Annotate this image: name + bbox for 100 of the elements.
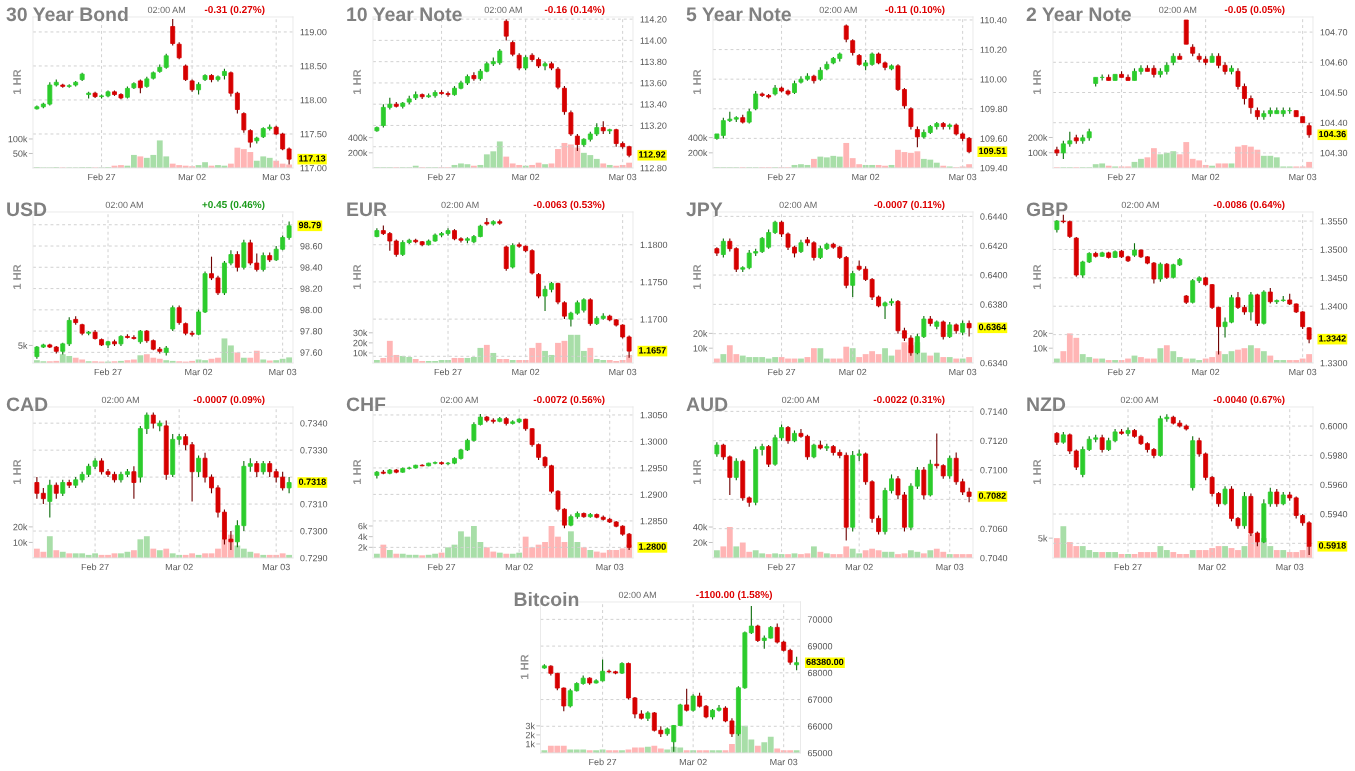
x-tick-label: Feb 27 <box>94 368 122 376</box>
y-tick-label: 0.7330 <box>300 447 328 454</box>
y2-tick-label: 20k <box>693 330 708 337</box>
y-tick-label: 113.20 <box>640 122 667 129</box>
text: 1 HR <box>13 459 21 484</box>
chart-subtitle: 02:00 AM <box>441 201 479 209</box>
text: 112.92 <box>639 151 666 158</box>
text: -0.0040 (0.67%) <box>1213 395 1285 406</box>
text: 0.5918 <box>1318 542 1346 549</box>
text: -0.0022 (0.31%) <box>873 395 945 406</box>
y2-tick-label: 100k <box>8 135 28 143</box>
y-tick-label: 1.3550 <box>1320 218 1348 225</box>
x-tick-label: Feb 27 <box>428 173 456 181</box>
y-tick-label: 1.2950 <box>640 464 668 472</box>
y2-tick-label: 10k <box>693 344 708 352</box>
y-tick-label: 0.7040 <box>980 554 1008 562</box>
text: 1 HR <box>520 654 529 679</box>
y-tick-label: 113.80 <box>640 58 667 66</box>
y-tick-label: 110.20 <box>980 46 1007 53</box>
y-tick-label: 104.70 <box>1320 29 1348 36</box>
x-tick-label: Feb 27 <box>768 563 796 571</box>
chart-subtitle: 02:00 AM <box>101 396 139 404</box>
y2-tick-label: 20k <box>13 523 28 531</box>
y-tick-label: 0.7120 <box>980 437 1008 445</box>
y-tick-label: 109.80 <box>980 105 1008 113</box>
x-tick-label: Feb 27 <box>768 368 796 376</box>
y2-tick-label: 20k <box>353 339 368 347</box>
y-tick-label: 1.2850 <box>640 517 668 525</box>
y2-tick-label: 20k <box>693 539 708 546</box>
x-tick-label: Mar 03 <box>1276 563 1304 571</box>
text: 1 HR <box>693 459 701 484</box>
text: -0.0007 (0.09%) <box>193 395 265 406</box>
x-tick-label: Feb 27 <box>428 563 456 571</box>
y-tick-label: 114.00 <box>640 37 667 44</box>
y-tick-label: 97.80 <box>300 328 323 335</box>
y-tick-label: 117.50 <box>300 130 327 138</box>
y-tick-label: 67000 <box>807 696 833 703</box>
y-tick-label: 97.60 <box>300 349 323 356</box>
text: -0.05 (0.05%) <box>1224 5 1285 16</box>
chart-subtitle: 02:00 AM <box>1121 201 1159 209</box>
chart-title: 10 Year Note <box>347 7 462 22</box>
text: -0.11 (0.10%) <box>885 5 945 16</box>
chart-subtitle: 02:00 AM <box>1159 6 1197 14</box>
x-tick-label: Feb 27 <box>1108 173 1136 181</box>
y2-tick-label: 10k <box>353 349 368 357</box>
text: -0.0072 (0.56%) <box>533 395 605 406</box>
chart-subtitle: 02:00 AM <box>781 396 820 404</box>
x-tick-label: Mar 03 <box>262 173 290 181</box>
chart-subtitle: 02:00 AM <box>147 6 185 14</box>
text: 1 HR <box>13 69 21 94</box>
x-tick-label: Feb 27 <box>81 563 109 571</box>
y2-tick-label: 5k <box>18 342 28 349</box>
y-tick-label: 98.60 <box>300 243 323 250</box>
y-tick-label: 0.7140 <box>980 408 1008 415</box>
y-tick-label: 0.7290 <box>300 554 328 562</box>
text: 68380.00 <box>806 658 844 666</box>
y2-tick-label: 2k <box>525 731 535 739</box>
chart-title: CAD <box>6 397 48 412</box>
y-tick-label: 0.6400 <box>980 272 1008 279</box>
chart-subtitle: 02:00 AM <box>105 201 143 209</box>
x-tick-label: Mar 03 <box>609 173 637 181</box>
chart-title: GBP <box>1026 202 1068 217</box>
chart-title: CHF <box>346 397 386 412</box>
y-tick-label: 118.50 <box>300 62 327 70</box>
y-tick-label: 1.1750 <box>640 278 668 286</box>
text: -0.0086 (0.64%) <box>1213 200 1285 211</box>
text: -0.0007 (0.11%) <box>874 200 945 211</box>
y-tick-label: 0.6420 <box>980 242 1008 250</box>
y2-tick-label: 6k <box>358 522 368 530</box>
text: 1 HR <box>693 69 701 94</box>
text: 1 HR <box>353 69 361 94</box>
y-tick-label: 119.00 <box>300 28 327 36</box>
x-tick-label: Mar 02 <box>852 173 880 181</box>
y-tick-label: 0.6440 <box>980 213 1008 220</box>
x-tick-label: Mar 03 <box>1289 173 1317 181</box>
x-tick-label: Feb 27 <box>768 173 796 181</box>
x-tick-label: Mar 02 <box>1192 173 1220 181</box>
y2-tick-label: 100k <box>1028 149 1048 157</box>
x-tick-label: Feb 27 <box>1108 368 1136 376</box>
text: -0.0063 (0.53%) <box>533 200 605 211</box>
y-tick-label: 110.40 <box>980 16 1007 24</box>
y-tick-label: 98.40 <box>300 264 323 271</box>
y2-tick-label: 4k <box>358 533 368 540</box>
x-tick-label: Mar 03 <box>262 563 290 571</box>
y-tick-label: 1.3400 <box>1320 303 1348 310</box>
chart-subtitle: 02:00 AM <box>440 396 478 404</box>
x-tick-label: Mar 02 <box>185 368 213 376</box>
y-tick-label: 110.00 <box>980 76 1007 83</box>
y2-tick-label: 50k <box>13 150 28 157</box>
y-tick-label: 1.3500 <box>1320 246 1348 253</box>
chart-title: EUR <box>347 202 387 217</box>
x-tick-label: Mar 02 <box>512 368 540 376</box>
y-tick-label: 0.5940 <box>1320 510 1348 518</box>
y-tick-label: 98.20 <box>300 285 323 292</box>
y-tick-label: 1.3450 <box>1320 274 1348 282</box>
x-tick-label: Mar 02 <box>1192 368 1220 376</box>
y-tick-label: 1.3300 <box>1320 359 1348 367</box>
y2-tick-label: 400k <box>348 134 368 142</box>
x-tick-label: Mar 03 <box>770 758 798 766</box>
x-tick-label: Feb 27 <box>88 173 116 181</box>
